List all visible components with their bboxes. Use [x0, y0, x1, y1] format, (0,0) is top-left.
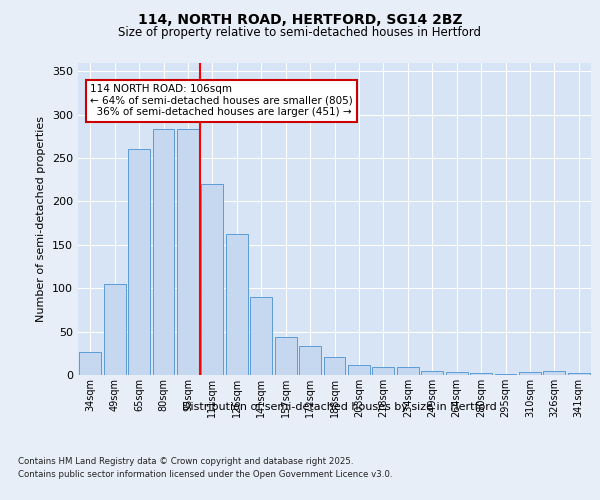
Bar	[348, 366, 370, 375]
Bar	[519, 372, 541, 375]
Bar	[250, 297, 272, 375]
Bar	[494, 374, 517, 375]
Bar	[446, 372, 467, 375]
Text: Contains HM Land Registry data © Crown copyright and database right 2025.: Contains HM Land Registry data © Crown c…	[18, 458, 353, 466]
Text: Size of property relative to semi-detached houses in Hertford: Size of property relative to semi-detach…	[119, 26, 482, 39]
Bar	[152, 130, 175, 375]
Bar	[568, 374, 590, 375]
Text: 114, NORTH ROAD, HERTFORD, SG14 2BZ: 114, NORTH ROAD, HERTFORD, SG14 2BZ	[137, 12, 463, 26]
Bar	[397, 367, 419, 375]
Text: Contains public sector information licensed under the Open Government Licence v3: Contains public sector information licen…	[18, 470, 392, 479]
Bar	[299, 346, 321, 375]
Bar	[373, 367, 394, 375]
Text: 114 NORTH ROAD: 106sqm
← 64% of semi-detached houses are smaller (805)
  36% of : 114 NORTH ROAD: 106sqm ← 64% of semi-det…	[90, 84, 353, 117]
Y-axis label: Number of semi-detached properties: Number of semi-detached properties	[37, 116, 46, 322]
Bar	[470, 374, 492, 375]
Bar	[226, 234, 248, 375]
Bar	[202, 184, 223, 375]
Bar	[275, 337, 296, 375]
Bar	[128, 150, 150, 375]
Bar	[177, 130, 199, 375]
Text: Distribution of semi-detached houses by size in Hertford: Distribution of semi-detached houses by …	[182, 402, 496, 412]
Bar	[421, 370, 443, 375]
Bar	[104, 284, 125, 375]
Bar	[544, 370, 565, 375]
Bar	[79, 352, 101, 375]
Bar	[323, 357, 346, 375]
